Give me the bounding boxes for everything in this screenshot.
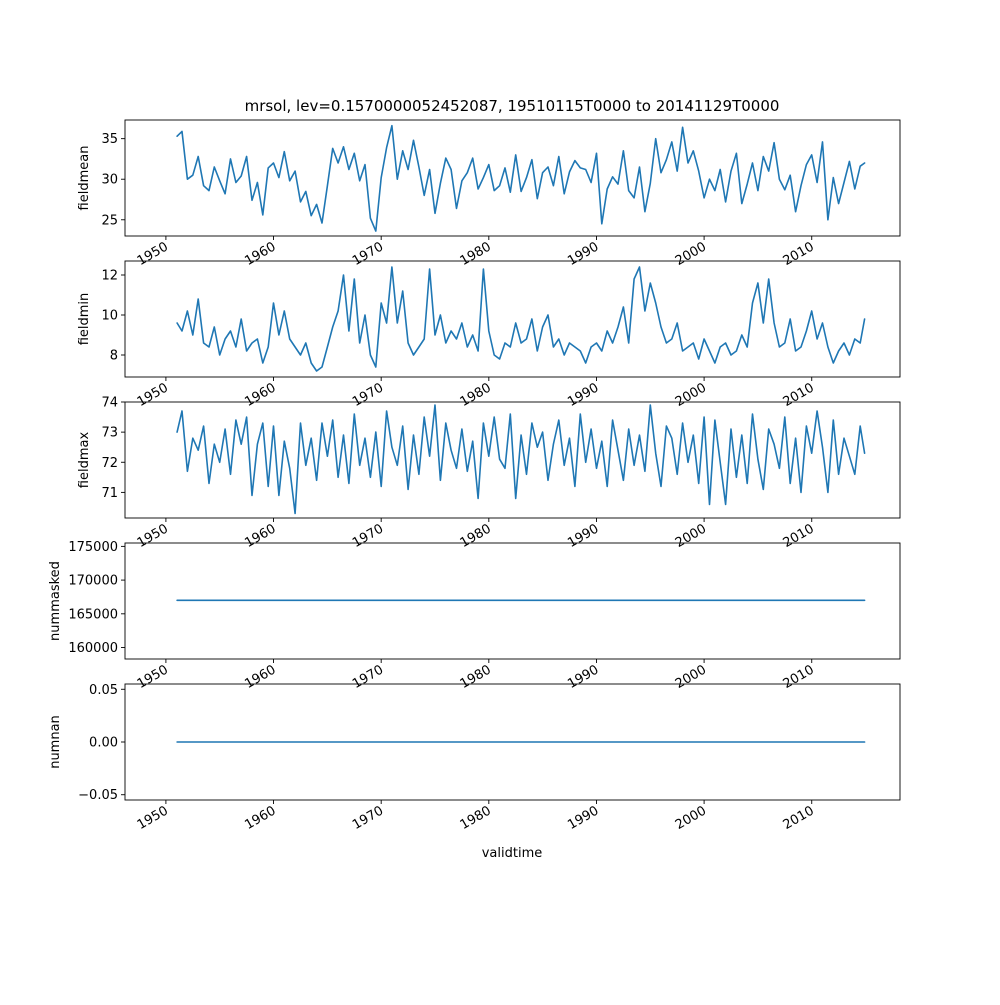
chart-title: mrsol, lev=0.1570000052452087, 19510115T… bbox=[245, 97, 780, 115]
axes-frame bbox=[124, 260, 901, 378]
x-tick-label: 2010 bbox=[781, 803, 817, 833]
y-tick-label: 72 bbox=[101, 456, 118, 471]
y-tick-label: 73 bbox=[101, 426, 118, 441]
y-tick-label: 8 bbox=[110, 349, 118, 364]
y-tick-label: 25 bbox=[101, 213, 118, 228]
y-tick-label: 0.05 bbox=[89, 683, 118, 698]
y-tick-label: 0.00 bbox=[89, 736, 118, 751]
y-axis-label: fieldmax bbox=[77, 432, 92, 489]
x-tick-label: 1980 bbox=[458, 380, 494, 410]
x-tick-label: 1980 bbox=[458, 662, 494, 692]
y-axis-label: fieldmin bbox=[77, 293, 92, 346]
x-tick-label: 1990 bbox=[565, 803, 601, 833]
y-axis-label: fieldmean bbox=[77, 146, 92, 211]
x-axis-label: validtime bbox=[482, 846, 543, 861]
series-line-fieldmax bbox=[176, 404, 866, 515]
subplot-fieldmin: 8 10 12 1950 1960 1970 1980 1990 2000 2010 fieldmi… bbox=[77, 260, 901, 410]
axes-frame bbox=[124, 401, 901, 519]
x-tick-label: 1970 bbox=[350, 380, 386, 410]
series-line-fieldmean bbox=[176, 124, 866, 232]
x-tick-label: 2000 bbox=[673, 521, 709, 551]
axes-frame bbox=[124, 119, 901, 237]
x-tick-label: 1950 bbox=[135, 380, 171, 410]
x-tick-label: 2010 bbox=[781, 521, 817, 551]
y-tick-label: 160000 bbox=[68, 641, 118, 656]
x-tick-label: 1980 bbox=[458, 803, 494, 833]
x-tick-label: 1990 bbox=[565, 521, 601, 551]
x-tick-label: 1950 bbox=[135, 662, 171, 692]
y-tick-label: 74 bbox=[101, 396, 118, 411]
x-tick-label: 1980 bbox=[458, 521, 494, 551]
x-tick-label: 1960 bbox=[242, 239, 278, 269]
x-tick-label: 1990 bbox=[565, 239, 601, 269]
x-tick-label: 2010 bbox=[781, 239, 817, 269]
x-tick-label: 1970 bbox=[350, 521, 386, 551]
x-tick-label: 1980 bbox=[458, 239, 494, 269]
x-tick-label: 1990 bbox=[565, 380, 601, 410]
y-tick-label: 12 bbox=[101, 269, 118, 284]
x-tick-label: 1960 bbox=[242, 521, 278, 551]
x-tick-label: 2000 bbox=[673, 380, 709, 410]
y-axis-label: numnan bbox=[48, 715, 63, 769]
x-tick-label: 1960 bbox=[242, 380, 278, 410]
x-tick-label: 1990 bbox=[565, 662, 601, 692]
y-tick-label: −0.05 bbox=[78, 788, 118, 803]
y-tick-label: 175000 bbox=[68, 540, 118, 555]
axes-frame bbox=[124, 542, 901, 660]
y-tick-label: 10 bbox=[101, 309, 118, 324]
subplot-fieldmax: 71 72 73 74 1950 1960 1970 1980 1990 2000 2010 fiel… bbox=[77, 396, 901, 551]
y-tick-label: 165000 bbox=[68, 607, 118, 622]
subplot-numnan: −0.05 0.00 0.05 1950 1960 1970 1980 1990 2000 201… bbox=[48, 683, 901, 833]
x-tick-label: 1960 bbox=[242, 803, 278, 833]
x-tick-label: 1970 bbox=[350, 662, 386, 692]
x-tick-label: 1970 bbox=[350, 803, 386, 833]
subplot-fieldmean: 25 30 35 1950 1960 1970 1980 1990 2000 2010 fieldm… bbox=[77, 119, 901, 269]
x-tick-label: 1950 bbox=[135, 239, 171, 269]
x-tick-label: 2000 bbox=[673, 662, 709, 692]
x-tick-label: 1970 bbox=[350, 239, 386, 269]
x-tick-label: 1960 bbox=[242, 662, 278, 692]
x-tick-label: 2010 bbox=[781, 662, 817, 692]
x-tick-label: 2010 bbox=[781, 380, 817, 410]
subplot-nummasked: 160000 165000 170000 175000 1950 1960 1970 1980… bbox=[48, 540, 901, 692]
y-tick-label: 35 bbox=[101, 132, 118, 147]
y-tick-label: 170000 bbox=[68, 574, 118, 589]
x-tick-label: 1950 bbox=[135, 803, 171, 833]
series-line-fieldmin bbox=[176, 266, 866, 372]
x-tick-label: 2000 bbox=[673, 239, 709, 269]
y-tick-label: 71 bbox=[101, 486, 118, 501]
x-tick-label: 1950 bbox=[135, 521, 171, 551]
y-axis-label: nummasked bbox=[48, 561, 63, 641]
y-tick-label: 30 bbox=[101, 173, 118, 188]
x-tick-label: 2000 bbox=[673, 803, 709, 833]
